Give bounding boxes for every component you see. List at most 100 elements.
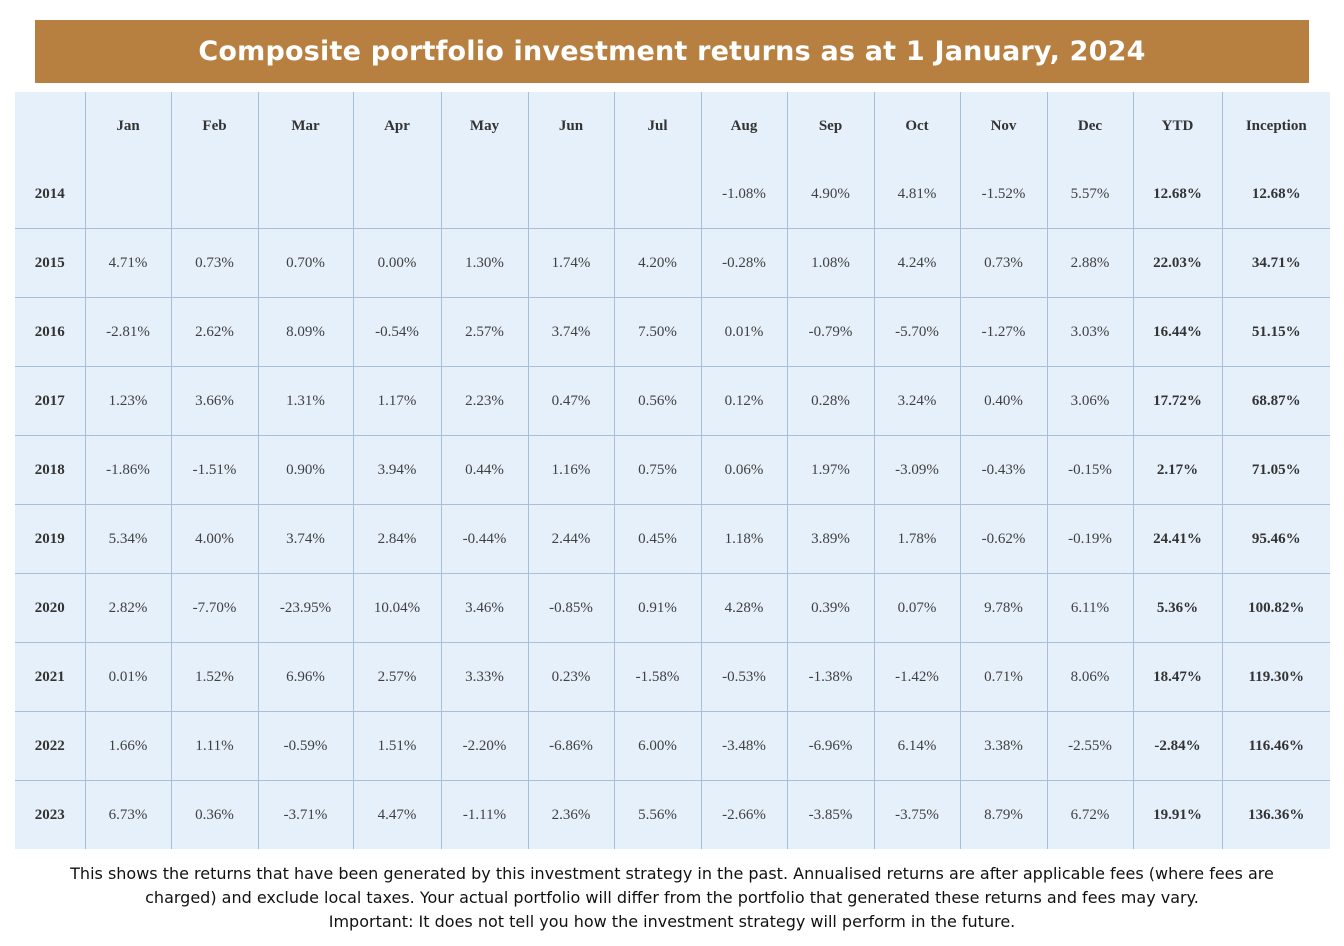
cell-nov: 0.40% xyxy=(959,366,1048,436)
cell-jun: 2.44% xyxy=(527,504,615,574)
cell-may: 0.44% xyxy=(440,435,529,505)
cell-apr: 0.00% xyxy=(352,228,442,298)
cell-jun: 3.74% xyxy=(527,297,615,367)
cell-apr: 2.84% xyxy=(352,504,442,574)
year-cell: 2019 xyxy=(15,504,86,574)
table-row: 2023 6.73% 0.36% -3.71% 4.47% -1.11% 2.36% 5.56… xyxy=(15,780,1330,849)
cell-sep: -1.38% xyxy=(786,642,875,712)
cell-may: -0.44% xyxy=(440,504,529,574)
year-cell: 2021 xyxy=(15,642,86,712)
cell-jan: 4.71% xyxy=(84,228,172,298)
cell-oct: 4.24% xyxy=(873,228,961,298)
cell-jun: 0.23% xyxy=(527,642,615,712)
cell-feb: 0.36% xyxy=(170,780,259,849)
page-title: Composite portfolio investment returns a… xyxy=(198,36,1146,67)
footnote-line: Important: It does not tell you how the … xyxy=(328,912,1016,931)
title-banner: Composite portfolio investment returns a… xyxy=(35,20,1309,83)
cell-mar: -0.59% xyxy=(257,711,354,781)
cell-apr: 2.57% xyxy=(352,642,442,712)
cell-sep: 0.28% xyxy=(786,366,875,436)
cell-dec: 6.11% xyxy=(1046,573,1134,643)
cell-ytd: 16.44% xyxy=(1132,297,1223,367)
cell-oct: -3.75% xyxy=(873,780,961,849)
cell-may: 2.23% xyxy=(440,366,529,436)
cell-aug: -1.08% xyxy=(700,160,788,229)
cell-inception: 95.46% xyxy=(1221,504,1330,574)
cell-oct: 3.24% xyxy=(873,366,961,436)
cell-mar: 3.74% xyxy=(257,504,354,574)
cell-mar: 0.70% xyxy=(257,228,354,298)
header-cell-jan: Jan xyxy=(84,92,172,160)
cell-jul xyxy=(613,160,702,229)
header-cell-inception: Inception xyxy=(1221,92,1330,160)
cell-nov: 3.38% xyxy=(959,711,1048,781)
cell-sep: -3.85% xyxy=(786,780,875,849)
cell-dec: 3.06% xyxy=(1046,366,1134,436)
table-row: 2021 0.01% 1.52% 6.96% 2.57% 3.33% 0.23% -1.58%… xyxy=(15,642,1330,712)
cell-nov: 9.78% xyxy=(959,573,1048,643)
cell-dec: 3.03% xyxy=(1046,297,1134,367)
cell-sep: 4.90% xyxy=(786,160,875,229)
cell-jul: 6.00% xyxy=(613,711,702,781)
cell-feb: -7.70% xyxy=(170,573,259,643)
cell-jul: 0.91% xyxy=(613,573,702,643)
cell-jan xyxy=(84,160,172,229)
cell-jan: 6.73% xyxy=(84,780,172,849)
cell-aug: 0.06% xyxy=(700,435,788,505)
cell-oct: -1.42% xyxy=(873,642,961,712)
cell-ytd: 17.72% xyxy=(1132,366,1223,436)
cell-inception: 68.87% xyxy=(1221,366,1330,436)
cell-aug: 0.12% xyxy=(700,366,788,436)
cell-jun: -0.85% xyxy=(527,573,615,643)
cell-may: 1.30% xyxy=(440,228,529,298)
cell-oct: -3.09% xyxy=(873,435,961,505)
table-row: 2014 -1.08% 4.90% 4.81% -1.52% 5.57% 12.68% 12.… xyxy=(15,160,1330,229)
cell-apr: 10.04% xyxy=(352,573,442,643)
cell-ytd: 18.47% xyxy=(1132,642,1223,712)
cell-jul: -1.58% xyxy=(613,642,702,712)
year-cell: 2015 xyxy=(15,228,86,298)
cell-inception: 71.05% xyxy=(1221,435,1330,505)
cell-feb: 1.11% xyxy=(170,711,259,781)
cell-nov: -1.27% xyxy=(959,297,1048,367)
cell-apr xyxy=(352,160,442,229)
header-cell-oct: Oct xyxy=(873,92,961,160)
cell-apr: 4.47% xyxy=(352,780,442,849)
header-row: Jan Feb Mar Apr May Jun Jul Aug Sep Oct … xyxy=(15,92,1330,160)
cell-jun xyxy=(527,160,615,229)
cell-jun: 2.36% xyxy=(527,780,615,849)
cell-jan: 1.23% xyxy=(84,366,172,436)
cell-sep: -6.96% xyxy=(786,711,875,781)
table-row: 2019 5.34% 4.00% 3.74% 2.84% -0.44% 2.44% 0.45%… xyxy=(15,504,1330,574)
cell-aug: -3.48% xyxy=(700,711,788,781)
cell-jun: 1.16% xyxy=(527,435,615,505)
cell-dec: 8.06% xyxy=(1046,642,1134,712)
cell-feb: 3.66% xyxy=(170,366,259,436)
cell-apr: 1.51% xyxy=(352,711,442,781)
cell-apr: 3.94% xyxy=(352,435,442,505)
cell-dec: 6.72% xyxy=(1046,780,1134,849)
cell-nov: -0.62% xyxy=(959,504,1048,574)
cell-sep: 0.39% xyxy=(786,573,875,643)
cell-feb: 0.73% xyxy=(170,228,259,298)
cell-jul: 7.50% xyxy=(613,297,702,367)
cell-aug: -2.66% xyxy=(700,780,788,849)
cell-jan: 1.66% xyxy=(84,711,172,781)
table-row: 2020 2.82% -7.70% -23.95% 10.04% 3.46% -0.85% 0… xyxy=(15,573,1330,643)
cell-nov: 0.73% xyxy=(959,228,1048,298)
cell-jan: -1.86% xyxy=(84,435,172,505)
cell-jun: 0.47% xyxy=(527,366,615,436)
header-cell-feb: Feb xyxy=(170,92,259,160)
cell-oct: 1.78% xyxy=(873,504,961,574)
cell-feb: 2.62% xyxy=(170,297,259,367)
table-row: 2022 1.66% 1.11% -0.59% 1.51% -2.20% -6.86% 6.0… xyxy=(15,711,1330,781)
table-row: 2017 1.23% 3.66% 1.31% 1.17% 2.23% 0.47% 0.56% 0… xyxy=(15,366,1330,436)
cell-jul: 5.56% xyxy=(613,780,702,849)
cell-ytd: 2.17% xyxy=(1132,435,1223,505)
cell-may: 2.57% xyxy=(440,297,529,367)
cell-jun: -6.86% xyxy=(527,711,615,781)
cell-sep: -0.79% xyxy=(786,297,875,367)
header-cell-corner xyxy=(15,92,86,160)
header-cell-nov: Nov xyxy=(959,92,1048,160)
cell-mar: 6.96% xyxy=(257,642,354,712)
